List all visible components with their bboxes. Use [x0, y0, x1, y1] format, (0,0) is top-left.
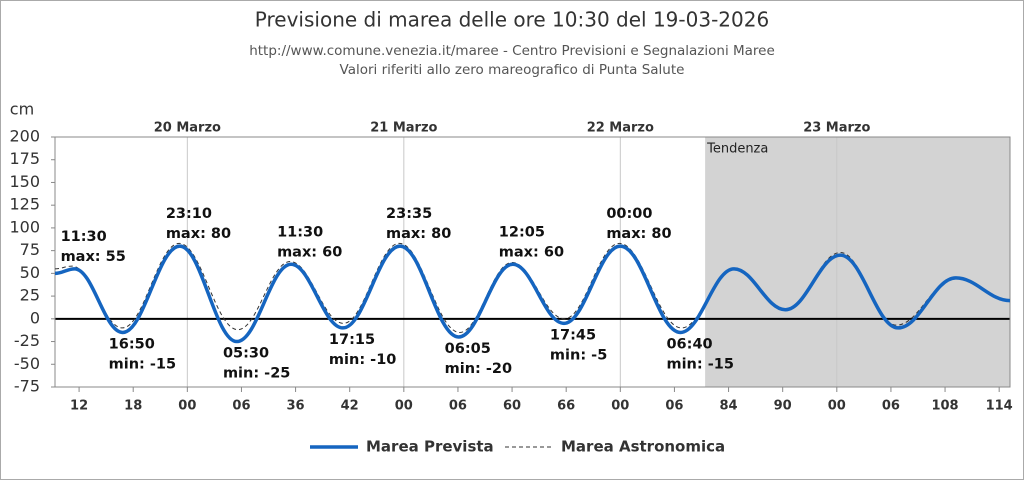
x-tick-label: 06	[232, 399, 250, 414]
annotation-time: 16:50	[109, 336, 155, 352]
y-tick-label: 0	[30, 308, 40, 327]
annotation-label: min: -15	[666, 356, 733, 372]
annotation-time: 11:30	[277, 224, 323, 240]
annotation-time: 12:05	[499, 224, 545, 240]
annotation-label: min: -5	[550, 347, 607, 363]
annotation-label: min: -15	[109, 356, 176, 372]
annotation-time: 05:30	[223, 346, 269, 362]
chart-title: Previsione di marea delle ore 10:30 del …	[255, 8, 769, 32]
plot-border	[54, 136, 1011, 388]
annotation-time: 23:10	[166, 206, 212, 222]
subtitle: Valori riferiti allo zero mareografico d…	[340, 62, 685, 78]
y-tick-label: -25	[14, 331, 40, 350]
annotation-time: 17:45	[550, 327, 596, 343]
x-tick-label: 60	[503, 399, 521, 414]
legend-label: Marea Astronomica	[561, 438, 725, 456]
y-tick-label: 25	[20, 286, 40, 305]
annotation-time: 23:35	[386, 206, 432, 222]
x-tick-label: 06	[882, 399, 900, 414]
day-label: 20 Marzo	[154, 121, 221, 136]
x-tick-label: 66	[557, 399, 575, 414]
x-tick-label: 06	[449, 399, 467, 414]
annotation-label: min: -20	[445, 361, 512, 377]
y-tick-label: 175	[9, 149, 40, 168]
annotation-time: 06:05	[445, 341, 491, 357]
x-tick-label: 00	[611, 399, 629, 414]
annotation-label: min: -10	[329, 352, 396, 368]
annotation-label: max: 80	[606, 226, 671, 242]
annotation-time: 11:30	[61, 229, 107, 245]
x-tick-label: 06	[665, 399, 683, 414]
annotation-label: max: 60	[277, 244, 342, 260]
subtitle: http://www.comune.venezia.it/maree - Cen…	[249, 43, 775, 59]
x-tick-label: 114	[986, 399, 1013, 414]
y-tick-label: 125	[9, 195, 40, 214]
y-tick-label: -50	[14, 354, 40, 373]
annotation-label: max: 60	[499, 244, 564, 260]
day-label: 21 Marzo	[370, 121, 437, 136]
annotation-label: max: 80	[386, 226, 451, 242]
x-tick-label: 36	[287, 399, 305, 414]
x-tick-label: 00	[178, 399, 196, 414]
y-tick-label: 150	[9, 172, 40, 191]
x-tick-label: 108	[931, 399, 958, 414]
annotation-time: 17:15	[329, 332, 375, 348]
tendency-region	[705, 137, 1010, 387]
annotation-time: 00:00	[606, 206, 652, 222]
day-label: 22 Marzo	[587, 121, 654, 136]
y-axis-label: cm	[10, 100, 34, 119]
legend-label: Marea Prevista	[366, 438, 494, 456]
y-tick-label: -75	[14, 377, 40, 396]
x-tick-label: 00	[828, 399, 846, 414]
series-line	[54, 244, 1011, 344]
y-tick-label: 100	[9, 217, 40, 236]
y-tick-label: 50	[20, 263, 40, 282]
annotation-time: 06:40	[666, 336, 712, 352]
x-tick-label: 00	[395, 399, 413, 414]
y-tick-label: 75	[20, 240, 40, 259]
annotation-label: max: 80	[166, 226, 231, 242]
day-label: 23 Marzo	[803, 121, 870, 136]
annotation-label: min: -25	[223, 366, 290, 382]
x-tick-label: 12	[70, 399, 88, 414]
annotation-label: max: 55	[61, 249, 126, 265]
x-tick-label: 90	[774, 399, 792, 414]
y-tick-label: 200	[9, 127, 40, 146]
x-tick-label: 42	[341, 399, 359, 414]
x-tick-label: 18	[124, 399, 142, 414]
x-tick-label: 84	[720, 399, 738, 414]
tendency-label: Tendenza	[706, 142, 768, 157]
